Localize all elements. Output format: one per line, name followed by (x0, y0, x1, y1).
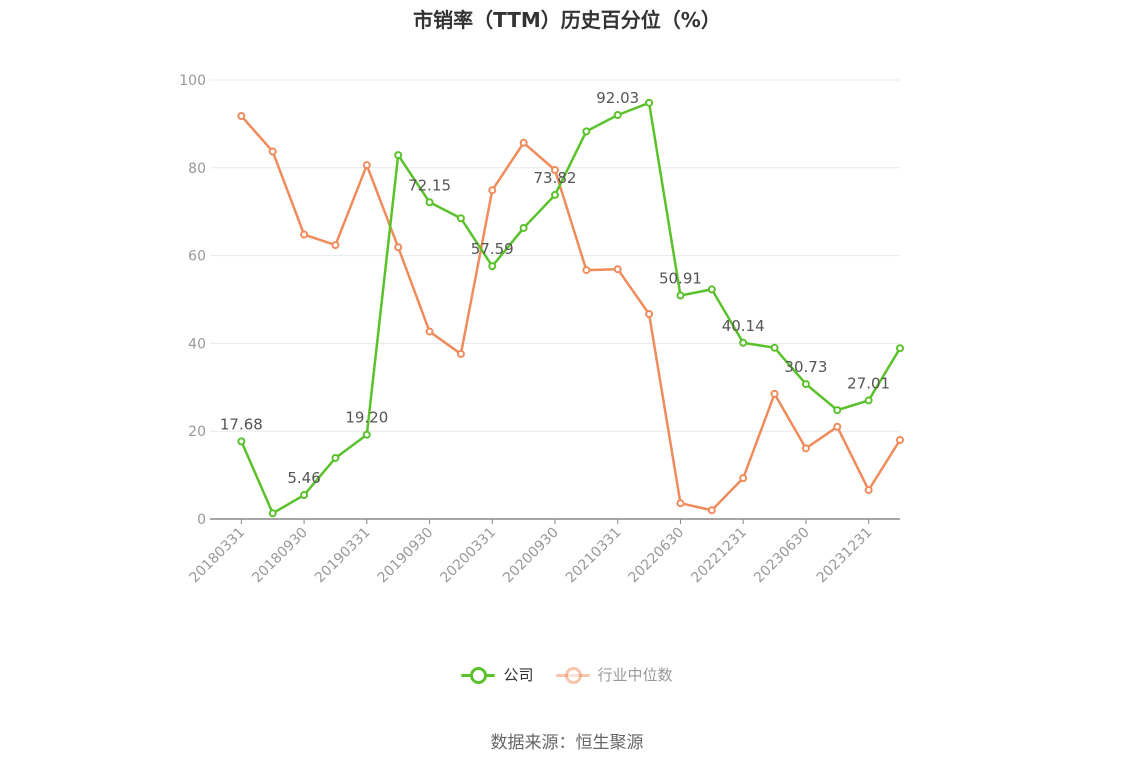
y-tick-label-60: 60 (188, 249, 206, 265)
series-line-0 (240, 101, 902, 515)
series-1-point-3 (331, 241, 340, 250)
y-tick-label-0: 0 (197, 512, 206, 528)
legend: 公司 行业中位数 (0, 664, 1134, 685)
series-1-point-20 (864, 486, 873, 495)
data-label-0-14: 50.91 (659, 270, 702, 288)
series-0-point-8 (488, 262, 497, 271)
data-source: 数据来源：恒生聚源 (490, 733, 644, 753)
series-0-point-15 (707, 285, 716, 294)
series-1-point-7 (456, 349, 465, 358)
x-tick-label-20190331: 20190331 (312, 525, 374, 587)
series-0-point-1 (268, 509, 277, 518)
series-0-point-5 (394, 151, 403, 160)
series-line-1 (240, 115, 902, 512)
series-1-point-0 (237, 111, 246, 120)
data-label-0-18: 30.73 (784, 358, 827, 376)
data-label-0-10: 73.82 (534, 169, 577, 187)
series-1-point-21 (896, 435, 904, 444)
series-0-point-12 (613, 110, 622, 119)
chart-title: 市销率（TTM）历史百分位（%） (413, 8, 721, 32)
y-tick-label-20: 20 (188, 424, 206, 440)
x-tick-label-20180331: 20180331 (186, 525, 248, 587)
x-tick-label-20180930: 20180930 (249, 525, 311, 587)
y-tick-label-40: 40 (188, 336, 206, 352)
series-0-point-16 (739, 338, 748, 347)
series-lines (237, 98, 904, 518)
series-1-point-18 (801, 444, 810, 453)
series-0-point-3 (331, 453, 340, 462)
x-tick-label-20221231: 20221231 (688, 525, 750, 587)
series-1-point-14 (676, 499, 685, 508)
series-1-point-12 (613, 265, 622, 274)
series-0-point-13 (645, 98, 654, 107)
data-label-0-12: 92.03 (596, 89, 639, 107)
legend-swatch-industry-median (555, 666, 590, 684)
series-1-point-1 (268, 147, 277, 156)
x-tick-label-20231231: 20231231 (814, 525, 876, 587)
series-1-point-8 (488, 186, 497, 195)
series-0-point-19 (833, 406, 842, 415)
series-1-point-10 (551, 165, 559, 174)
data-label-0-0: 17.68 (220, 415, 263, 433)
series-0-point-0 (237, 437, 246, 446)
series-0-point-2 (300, 491, 309, 500)
y-tick-label-80: 80 (188, 161, 206, 177)
x-tick-label-20230630: 20230630 (751, 525, 813, 587)
series-0-point-20 (864, 396, 873, 405)
series-0-point-9 (519, 223, 528, 232)
series-1-point-2 (300, 230, 309, 239)
data-label-0-2: 5.46 (287, 469, 320, 487)
x-tick-label-20220630: 20220630 (626, 525, 688, 587)
series-1-point-17 (770, 389, 779, 398)
series-0-point-11 (582, 127, 591, 136)
series-1-point-16 (739, 474, 748, 483)
series-1-point-15 (707, 506, 716, 515)
x-tick-label-20190930: 20190930 (375, 525, 437, 587)
grid-lines (210, 79, 900, 432)
series-1-point-6 (425, 327, 434, 336)
axes: 0 20 40 60 80 100 20180331 20180930 20190331 2019… (179, 73, 900, 586)
legend-item-industry-median[interactable]: 行业中位数 (555, 664, 673, 685)
series-1-point-5 (394, 243, 403, 252)
x-tick-label-20200331: 20200331 (437, 525, 499, 587)
data-label-0-4: 19.20 (345, 409, 388, 427)
legend-label-company: 公司 (503, 666, 534, 684)
series-0-point-18 (801, 380, 810, 389)
legend-swatch-company (461, 666, 496, 684)
data-label-0-16: 40.14 (722, 317, 765, 335)
series-1-point-9 (519, 138, 528, 147)
series-0-point-6 (425, 198, 434, 207)
series-0-point-14 (676, 291, 685, 300)
series-0-point-21 (896, 344, 904, 353)
series-0-point-7 (456, 214, 465, 223)
series-0-point-17 (770, 343, 779, 352)
data-label-0-8: 57.59 (471, 240, 514, 258)
data-label-0-6: 72.15 (408, 176, 451, 194)
legend-item-company[interactable]: 公司 (461, 664, 534, 685)
series-1-point-4 (362, 161, 371, 170)
series-1-point-11 (582, 266, 591, 275)
x-tick-label-20210331: 20210331 (563, 525, 625, 587)
series-0-point-4 (362, 430, 371, 439)
series-1-point-19 (833, 422, 842, 431)
legend-label-industry-median: 行业中位数 (597, 666, 673, 684)
y-tick-label-100: 100 (179, 73, 206, 89)
data-labels: 17.68 5.46 19.20 72.15 57.59 73.82 92.03 50.91 4… (220, 89, 890, 487)
series-1-point-13 (645, 309, 654, 318)
x-tick-label-20200930: 20200930 (500, 525, 562, 587)
series-0-point-10 (551, 190, 559, 199)
data-label-0-20: 27.01 (847, 374, 890, 392)
